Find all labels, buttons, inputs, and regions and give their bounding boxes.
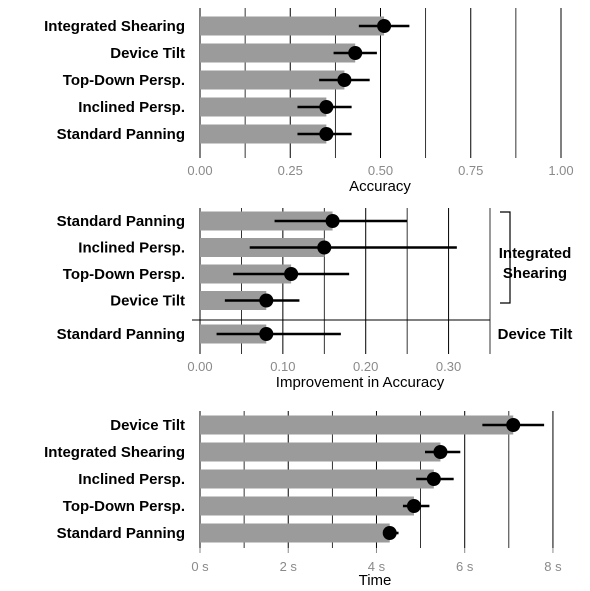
category-label: Standard Panning	[57, 326, 185, 343]
data-point	[259, 327, 274, 341]
x-axis-label: Time	[359, 572, 392, 589]
bar	[200, 496, 414, 516]
data-point	[426, 472, 441, 486]
category-label: Inclined Persp.	[78, 99, 185, 116]
x-tick-label: 6 s	[456, 559, 474, 574]
group-label: Device Tilt	[498, 326, 573, 343]
data-point	[377, 19, 392, 33]
category-label: Integrated Shearing	[44, 18, 185, 35]
data-point	[433, 445, 448, 459]
x-axis-label: Improvement in Accuracy	[276, 374, 445, 391]
category-label: Device Tilt	[110, 293, 185, 310]
category-label: Standard Panning	[57, 525, 185, 542]
x-tick-label: 0.10	[270, 359, 295, 374]
category-label: Standard Panning	[57, 213, 185, 230]
data-point	[259, 293, 274, 308]
x-tick-label: 0.50	[368, 163, 393, 178]
category-label: Device Tilt	[110, 45, 185, 62]
data-point	[317, 240, 332, 255]
x-tick-label: 0.75	[458, 163, 483, 178]
x-tick-label: 1.00	[548, 163, 573, 178]
x-tick-label: 0.25	[278, 163, 303, 178]
x-tick-label: 2 s	[280, 559, 298, 574]
data-point	[325, 214, 340, 228]
bar	[200, 124, 327, 144]
x-tick-label: 0.20	[353, 359, 378, 374]
group-label: Integrated	[499, 245, 572, 262]
x-tick-label: 0.00	[187, 163, 212, 178]
category-label: Top-Down Persp.	[63, 498, 185, 515]
data-point	[319, 100, 334, 114]
group-label: Shearing	[503, 265, 567, 282]
x-axis-label: Accuracy	[349, 178, 411, 195]
bar	[200, 43, 356, 63]
x-tick-label: 8 s	[544, 559, 562, 574]
x-tick-label: 4 s	[368, 559, 386, 574]
x-tick-label: 0.30	[436, 359, 461, 374]
bar	[200, 211, 333, 231]
category-label: Inclined Persp.	[78, 240, 185, 257]
category-label: Top-Down Persp.	[63, 266, 185, 283]
group-bracket	[500, 211, 511, 304]
bar	[200, 16, 385, 36]
x-tick-label: 0 s	[191, 559, 209, 574]
category-label: Inclined Persp.	[78, 471, 185, 488]
bar	[200, 70, 345, 90]
data-point	[406, 499, 421, 513]
data-point	[337, 73, 352, 87]
bar	[200, 415, 514, 435]
data-point	[284, 267, 299, 281]
data-point	[382, 526, 397, 540]
category-label: Top-Down Persp.	[63, 72, 185, 89]
category-label: Integrated Shearing	[44, 444, 185, 461]
bar	[200, 442, 441, 462]
bar	[200, 469, 434, 489]
data-point	[348, 46, 363, 60]
bar	[200, 523, 390, 543]
category-label: Device Tilt	[110, 417, 185, 434]
x-tick-label: 0.00	[187, 359, 212, 374]
data-point	[506, 418, 521, 432]
bar	[200, 97, 327, 117]
category-label: Standard Panning	[57, 126, 185, 143]
data-point	[319, 127, 334, 141]
